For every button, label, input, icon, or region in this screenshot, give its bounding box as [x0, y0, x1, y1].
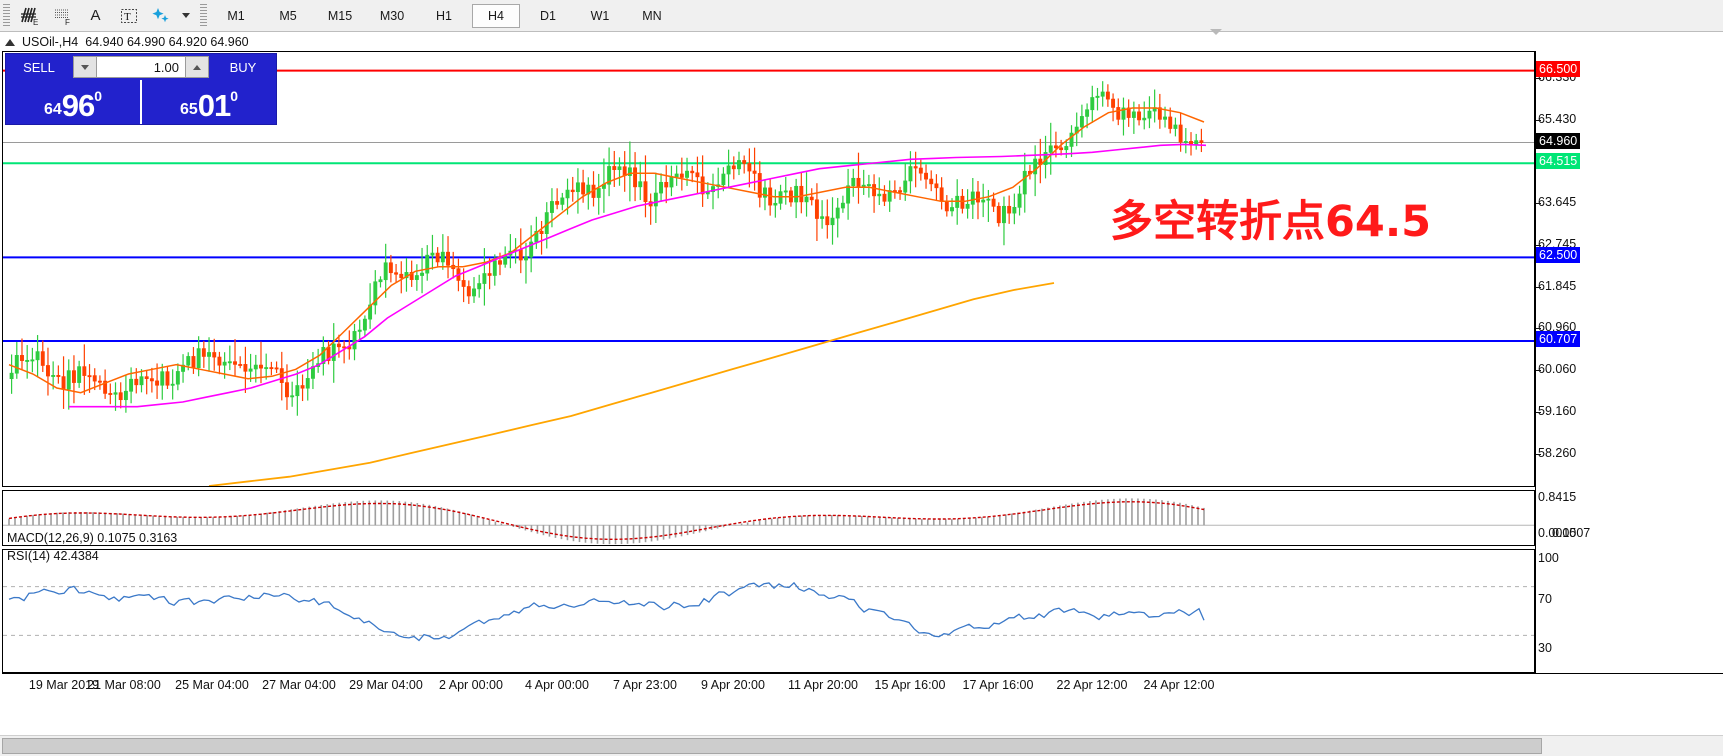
timeframe-grip[interactable]	[200, 3, 207, 28]
grid-icon[interactable]: F	[46, 1, 79, 30]
sell-price-fraction: 0	[94, 88, 103, 104]
rsi-tick-label: 70	[1538, 592, 1552, 606]
svg-text:E: E	[33, 18, 38, 27]
one-click-trading-panel[interactable]: SELL 1.00 BUY 64 96 0 65 01 0	[5, 53, 277, 125]
time-axis-label: 25 Mar 04:00	[175, 678, 249, 692]
symbol-name: USOil-,H4	[22, 35, 79, 49]
price-tick-label: 58.260	[1538, 446, 1577, 461]
buy-button[interactable]: BUY	[229, 59, 257, 75]
price-tick-mark	[1536, 286, 1541, 288]
scrollbar-thumb[interactable]	[2, 738, 1542, 754]
timeframe-m15[interactable]: M15	[327, 8, 353, 23]
time-axis-label: 4 Apr 00:00	[525, 678, 589, 692]
buy-price[interactable]: 65 01 0	[140, 80, 276, 124]
price-level-label-support[interactable]: 64.515	[1536, 153, 1581, 170]
price-tick-label: 60.960	[1538, 320, 1577, 335]
horizontal-scrollbar[interactable]	[0, 735, 1723, 756]
price-level-label-last-price[interactable]: 64.960	[1536, 132, 1581, 149]
svg-text:F: F	[65, 18, 70, 27]
price-level-label-resistance[interactable]: 66.500	[1536, 60, 1581, 77]
time-axis-label: 15 Apr 16:00	[874, 678, 946, 692]
time-axis-label: 24 Apr 12:00	[1143, 678, 1215, 692]
sell-button[interactable]: SELL	[23, 59, 55, 75]
rsi-canvas	[3, 581, 1534, 642]
price-tick-label: 65.430	[1538, 111, 1577, 126]
macd-tick-label: 0.8415	[1538, 490, 1577, 504]
price-tick-mark	[1536, 119, 1541, 121]
macd-tick-label: 0.1507	[1552, 526, 1591, 540]
timeframe-m1[interactable]: M1	[227, 8, 245, 23]
time-axis-label: 21 Mar 08:00	[87, 678, 161, 692]
price-tick-mark	[1536, 370, 1541, 372]
time-axis-label: 22 Apr 12:00	[1056, 678, 1128, 692]
timeframe-d1[interactable]: D1	[540, 8, 556, 23]
macd-panel[interactable]	[2, 490, 1535, 546]
buy-price-prefix: 65	[179, 101, 198, 118]
volume-increase-button[interactable]	[185, 56, 209, 78]
sell-price[interactable]: 64 96 0	[6, 80, 140, 124]
buy-price-fraction: 0	[230, 88, 239, 104]
price-level-label-support[interactable]: 60.707	[1536, 331, 1581, 347]
volume-decrease-button[interactable]	[73, 56, 97, 78]
toolbar: E F A T	[0, 0, 1723, 32]
buy-price-main: 01	[197, 88, 231, 123]
order-panel-top-row: SELL 1.00 BUY	[6, 54, 276, 80]
price-tick-mark	[1536, 202, 1541, 204]
indicators-icon[interactable]: E	[13, 1, 46, 30]
objects-dropdown-icon[interactable]	[178, 1, 194, 30]
symbol-ohlc: 64.940 64.990 64.920 64.960	[85, 35, 249, 49]
timeframe-m30[interactable]: M30	[379, 8, 405, 23]
symbol-info-bar: USOil-,H4 64.940 64.990 64.920 64.960	[0, 33, 1723, 51]
rsi-caption: RSI(14) 42.4384	[7, 549, 99, 563]
volume-stepper[interactable]: 1.00	[73, 56, 209, 78]
price-tick-mark	[1536, 412, 1541, 414]
timeframe-h4[interactable]: H4	[472, 3, 520, 28]
collapse-triangle-icon[interactable]	[5, 38, 15, 46]
text-tool-icon[interactable]: A	[90, 7, 101, 24]
price-tick-label: 60.060	[1538, 362, 1577, 377]
price-tick-label: 59.160	[1538, 404, 1577, 419]
price-level-label-support[interactable]: 62.500	[1536, 247, 1581, 264]
time-axis-label: 2 Apr 00:00	[439, 678, 503, 692]
macd-caption: MACD(12,26,9) 0.1075 0.3163	[7, 531, 178, 545]
rsi-panel[interactable]	[2, 549, 1535, 673]
price-tick-mark	[1536, 454, 1541, 456]
rsi-tick-label: 100	[1538, 551, 1559, 565]
chart-top-marker-icon	[1210, 29, 1222, 35]
price-tick-label: 63.645	[1538, 194, 1577, 209]
timeframe-m5[interactable]: M5	[279, 8, 297, 23]
macd-tick-label: 0.0000	[1538, 526, 1577, 540]
price-axis[interactable]: 66.33065.43063.64562.74561.84560.96060.0…	[1535, 51, 1723, 673]
timeframe-w1[interactable]: W1	[590, 8, 610, 23]
svg-text:T: T	[124, 11, 131, 23]
timeframe-h1[interactable]: H1	[436, 8, 452, 23]
price-tick-mark	[1536, 244, 1541, 246]
objects-icon[interactable]	[145, 1, 178, 30]
price-tick-mark	[1536, 328, 1541, 330]
volume-input[interactable]: 1.00	[97, 56, 185, 78]
time-axis-line	[2, 673, 1723, 674]
time-axis-label: 29 Mar 04:00	[349, 678, 423, 692]
sell-price-prefix: 64	[43, 101, 62, 118]
price-tick-mark	[1536, 77, 1541, 79]
order-panel-prices: 64 96 0 65 01 0	[6, 80, 276, 124]
price-chart-canvas	[3, 69, 1534, 486]
time-axis-label: 19 Mar 2019	[28, 678, 100, 692]
text-label-icon[interactable]: T	[112, 1, 145, 30]
axis-vertical-line	[1535, 51, 1536, 673]
time-axis-label: 27 Mar 04:00	[262, 678, 336, 692]
time-axis-label: 9 Apr 20:00	[701, 678, 765, 692]
rsi-tick-label: 30	[1538, 641, 1552, 655]
time-axis-label: 11 Apr 20:00	[788, 678, 858, 692]
chart-annotation-text: 多空转折点64.5	[1110, 197, 1432, 247]
timeframe-mn[interactable]: MN	[642, 8, 662, 23]
toolbar-grip[interactable]	[3, 3, 10, 28]
macd-canvas	[3, 498, 1534, 545]
time-axis-label: 7 Apr 23:00	[613, 678, 677, 692]
time-axis-label: 17 Apr 16:00	[962, 678, 1034, 692]
price-tick-label: 61.845	[1538, 278, 1577, 293]
sell-price-main: 96	[61, 88, 95, 123]
